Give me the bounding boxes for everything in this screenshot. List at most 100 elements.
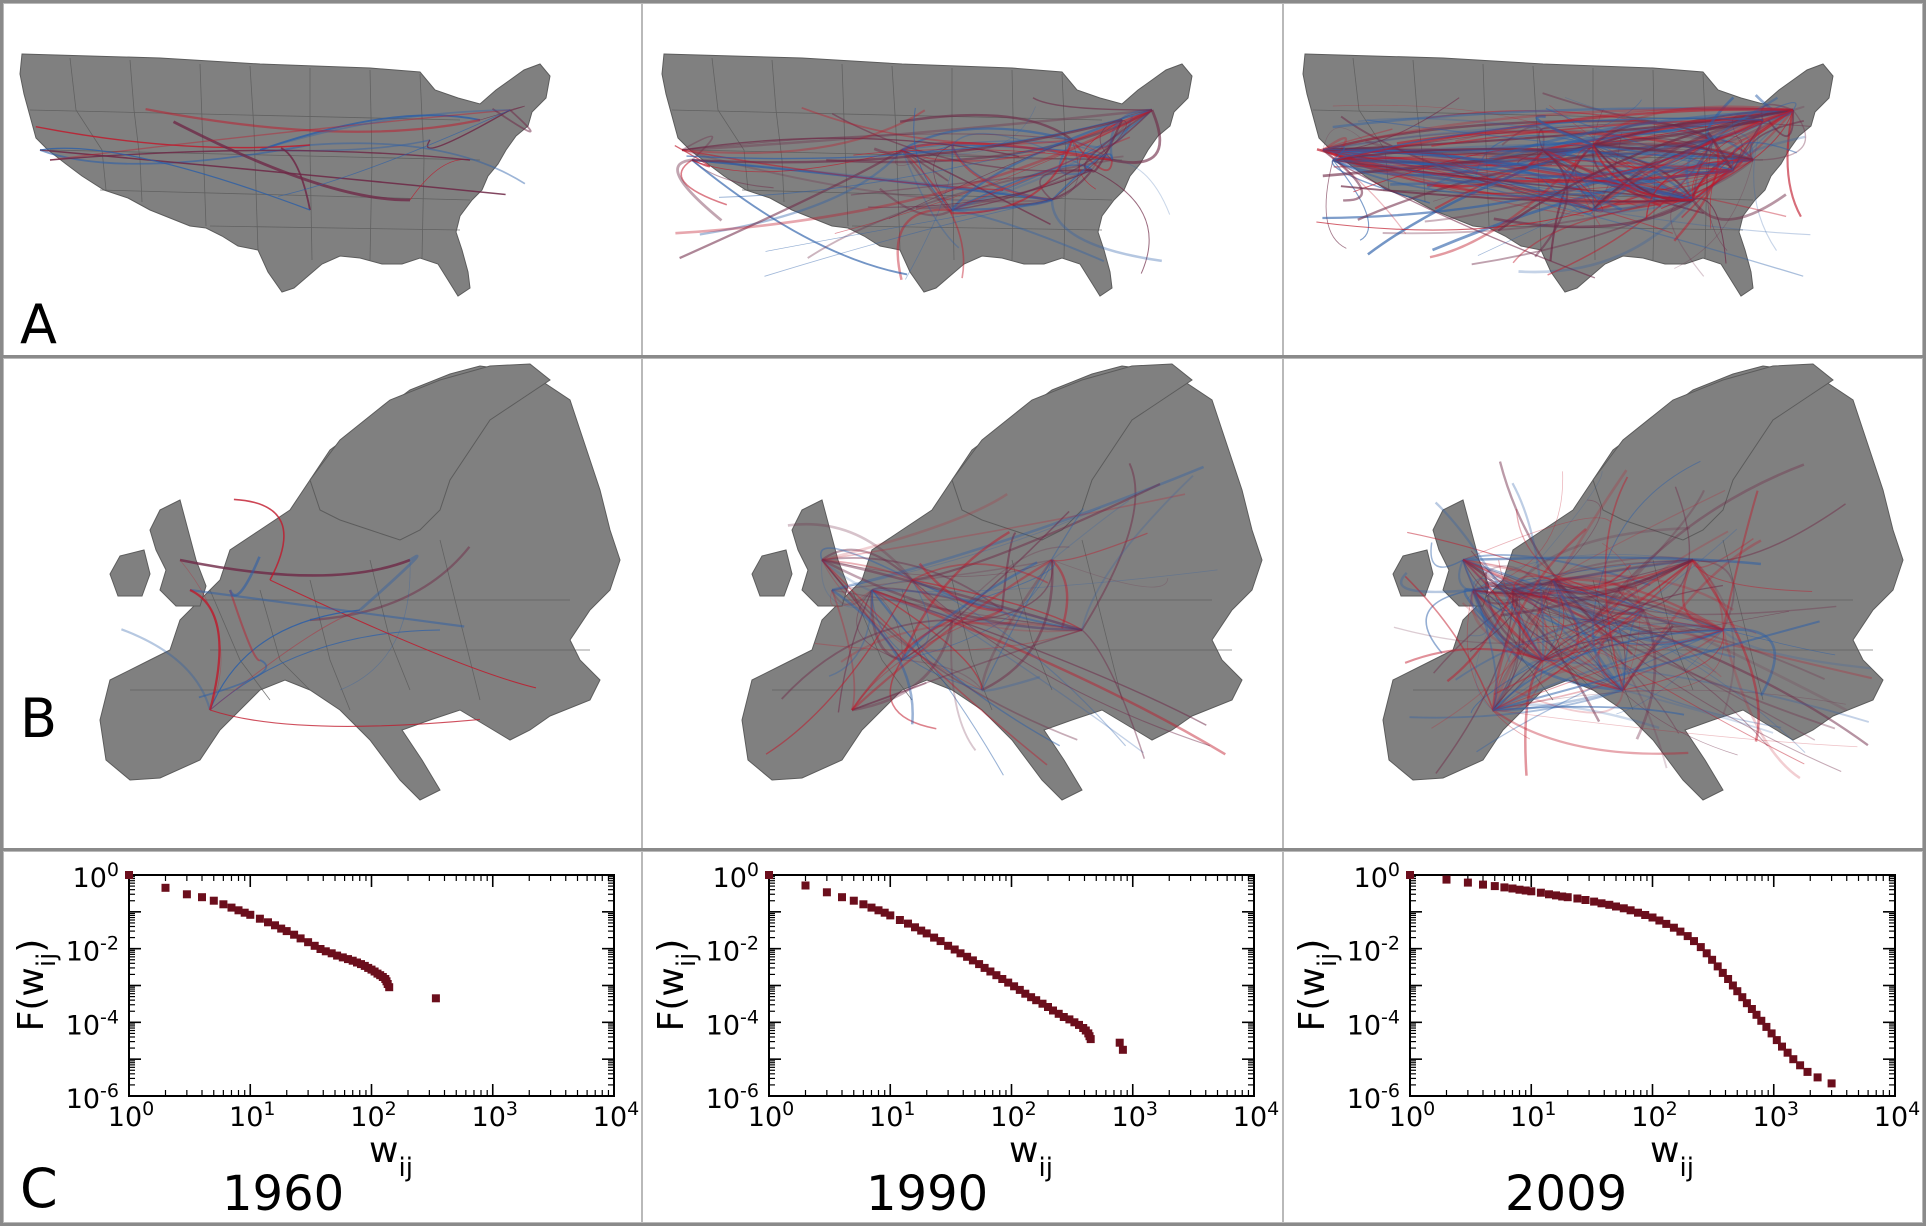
- usa-landmass: [661, 53, 1193, 297]
- data-point: [1708, 955, 1717, 964]
- flow-line: [1039, 169, 1093, 201]
- flow-line: [851, 559, 1053, 711]
- data-point: [1010, 982, 1019, 991]
- flow-line: [1539, 604, 1625, 691]
- flow-line: [911, 482, 1161, 582]
- flow-line: [901, 141, 1113, 162]
- flow-line: [821, 559, 1083, 632]
- flow-line: [1722, 628, 1777, 697]
- flow-line: [691, 158, 1053, 202]
- flow-line: [911, 579, 1083, 631]
- europe-map-1990: [741, 363, 1263, 801]
- flow-line: [1322, 149, 1584, 217]
- usa-map-2009: [1302, 53, 1834, 297]
- year-label-1990: 1990: [866, 1166, 989, 1222]
- flow-line: [1470, 659, 1544, 714]
- data-point: [333, 951, 342, 960]
- data-point: [1752, 1010, 1761, 1019]
- data-point: [1044, 1003, 1052, 1011]
- flow-line: [1691, 193, 1787, 221]
- flow-line: [1552, 579, 1738, 756]
- cell-cdf-1990: [642, 851, 1283, 1223]
- scandinavia-landmass: [951, 363, 1193, 541]
- flow-line: [821, 558, 1083, 632]
- data-point: [338, 953, 347, 962]
- flow-line: [1491, 527, 1587, 711]
- scandinavia-landmass: [309, 363, 551, 541]
- data-point: [316, 945, 325, 953]
- flow-line: [1732, 119, 1764, 171]
- flow-line: [1472, 589, 1739, 630]
- scandinavia-landmass: [1592, 363, 1834, 541]
- ireland-landmass: [109, 549, 151, 597]
- flow-line: [699, 149, 903, 236]
- flow-line: [1565, 629, 1724, 647]
- flow-line: [1433, 579, 1554, 674]
- flow-line: [781, 619, 953, 700]
- flow-line: [1322, 145, 1346, 161]
- flow-line: [1322, 149, 1641, 208]
- flow-lines: [35, 105, 532, 211]
- flow-line: [1322, 127, 1363, 151]
- flow-line: [1322, 149, 1754, 177]
- x-tick-label: 101: [869, 1098, 915, 1133]
- data-point: [1772, 1036, 1781, 1045]
- data-point: [1086, 1035, 1095, 1044]
- flow-line: [1680, 139, 1714, 160]
- data-point: [321, 947, 330, 956]
- flow-line: [1535, 579, 1554, 661]
- flow-line: [1322, 149, 1754, 177]
- flow-line: [1699, 136, 1737, 144]
- flow-line: [901, 659, 983, 691]
- data-point: [1648, 913, 1657, 922]
- flow-line: [787, 522, 914, 581]
- flow-line: [954, 559, 1054, 625]
- flow-line: [1322, 107, 1794, 152]
- flow-line: [1642, 605, 1837, 616]
- flow-line: [1552, 578, 1724, 632]
- flow-line: [1068, 108, 1153, 143]
- flow-line: [1762, 105, 1805, 121]
- flow-line: [1051, 532, 1148, 562]
- flow-line: [1512, 588, 1595, 621]
- flow-line: [1462, 559, 1624, 691]
- flow-line: [49, 149, 471, 161]
- data-point: [1728, 981, 1737, 990]
- data-point: [1796, 1061, 1805, 1070]
- data-point: [1536, 888, 1545, 897]
- data-point: [348, 956, 357, 965]
- flow-line: [1462, 559, 1516, 591]
- flow-line: [1051, 500, 1130, 561]
- flow-line: [951, 198, 1053, 212]
- flow-line: [1512, 575, 1554, 591]
- cdf-plot-2009: 100 101 102 103 104 100 10-2 10-4 10-6 wij F(wij): [1292, 859, 1920, 1183]
- data-point: [1442, 875, 1451, 884]
- data-point: [801, 881, 810, 890]
- flow-line: [901, 140, 1113, 161]
- flow-line: [901, 149, 965, 279]
- flow-line: [831, 588, 914, 725]
- data-point: [1702, 949, 1711, 958]
- flow-line: [1492, 585, 1579, 711]
- flow-line: [951, 132, 1093, 171]
- flow-line: [269, 579, 537, 689]
- flow-line: [1712, 101, 1797, 141]
- x-tick-label: 103: [1753, 1098, 1799, 1133]
- flow-line: [1592, 609, 1645, 625]
- data-point: [1713, 962, 1722, 971]
- data-point: [296, 934, 305, 943]
- flow-line: [1635, 609, 1657, 740]
- data-point: [1733, 987, 1742, 996]
- flow-line: [1534, 149, 1569, 258]
- flow-line: [1472, 579, 1556, 599]
- data-point: [1500, 883, 1509, 892]
- flow-line: [691, 159, 908, 276]
- flow-line: [1574, 144, 1601, 226]
- x-tick-label: 100: [1389, 1098, 1435, 1133]
- flow-line: [1492, 620, 1820, 711]
- flow-line: [901, 142, 953, 151]
- flow-line: [1592, 108, 1794, 212]
- data-point: [1059, 1013, 1068, 1021]
- flow-line: [1322, 136, 1348, 161]
